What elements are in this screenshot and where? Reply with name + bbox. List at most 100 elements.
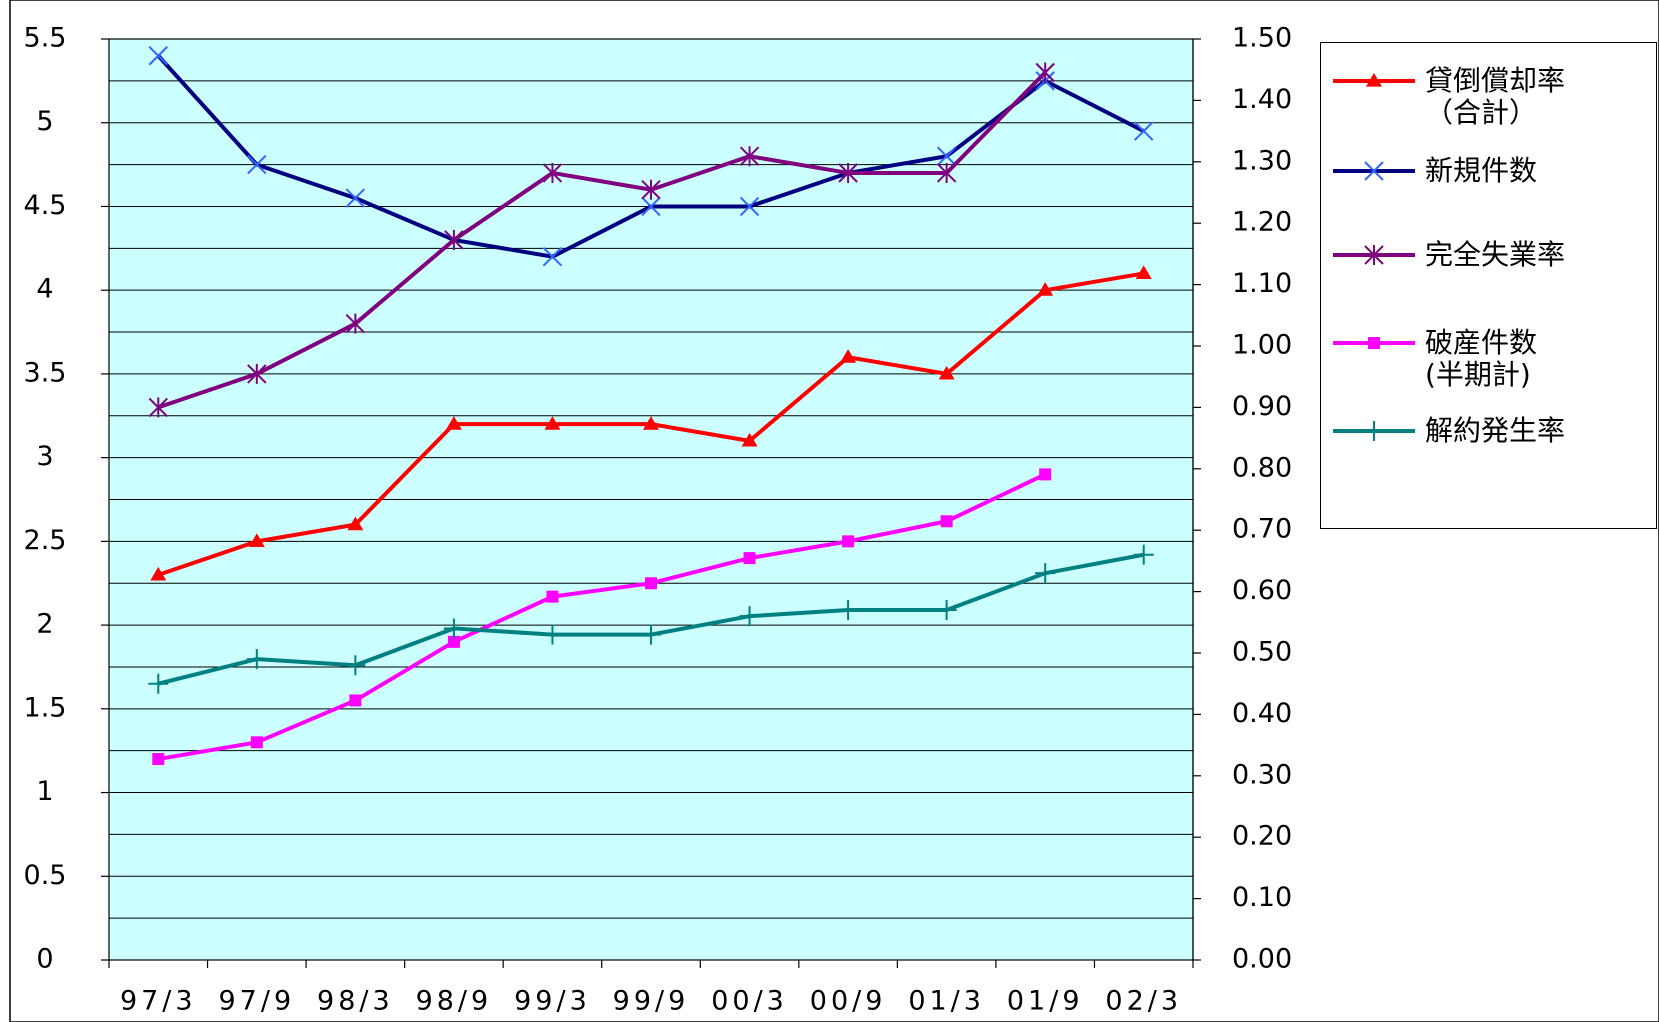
data-point <box>150 566 167 581</box>
data-point <box>1133 544 1154 565</box>
y-tick-label: 3 <box>36 441 53 472</box>
data-point <box>544 416 561 430</box>
y2-tick-label: 1.10 <box>1232 268 1292 299</box>
x-tick-label: 99/9 <box>613 986 690 1017</box>
legend-swatch <box>1333 161 1415 181</box>
x-tick-label: 02/3 <box>1105 986 1182 1017</box>
data-point <box>546 590 559 603</box>
data-point <box>1135 265 1152 280</box>
legend-label: 新規件数 <box>1425 154 1538 187</box>
legend-marker <box>1366 73 1382 87</box>
legend-item: 解約発生率 <box>1329 415 1565 447</box>
legend-marker <box>1364 161 1384 181</box>
data-point <box>542 162 563 183</box>
data-point <box>444 229 464 250</box>
y-tick-label: 2 <box>36 609 53 640</box>
data-point <box>739 606 760 627</box>
y-tick-label: 5.5 <box>24 23 67 54</box>
legend-label: 完全失業率 <box>1425 238 1566 271</box>
data-point <box>349 694 362 707</box>
legend-swatch <box>1333 73 1415 87</box>
data-point <box>247 363 267 384</box>
x-tick-label: 01/3 <box>908 986 985 1017</box>
data-point <box>347 516 364 531</box>
data-point <box>248 533 265 547</box>
data-point <box>643 416 659 430</box>
y2-tick-label: 1.50 <box>1232 23 1292 54</box>
legend-item: 貸倒償却率 （合計） <box>1329 65 1565 129</box>
x-tick-label: 99/3 <box>514 986 591 1017</box>
y2-tick-label: 1.20 <box>1232 207 1292 238</box>
y2-tick-label: 0.80 <box>1232 452 1292 483</box>
legend-swatch <box>1333 421 1415 441</box>
data-point <box>641 624 661 645</box>
legend-label: 貸倒償却率 （合計） <box>1425 64 1566 129</box>
data-point <box>936 600 957 621</box>
y-tick-label: 5 <box>36 106 53 137</box>
data-point <box>743 552 756 565</box>
data-point <box>1134 121 1154 141</box>
y2-tick-label: 1.30 <box>1232 145 1292 176</box>
data-point <box>1037 282 1054 296</box>
data-point <box>1035 62 1055 83</box>
y-tick-label: 3.5 <box>24 357 67 388</box>
x-tick-label: 00/9 <box>810 986 887 1017</box>
data-point <box>739 146 760 167</box>
data-point <box>542 246 563 267</box>
legend-item: 完全失業率 <box>1329 239 1565 271</box>
x-tick-label: 98/9 <box>416 986 493 1017</box>
legend-marker <box>1364 421 1384 441</box>
data-point <box>739 196 760 217</box>
y2-tick-label: 0.90 <box>1232 391 1292 422</box>
legend-marker <box>1364 245 1384 265</box>
data-point <box>838 162 858 183</box>
y-tick-label: 0 <box>36 944 53 975</box>
legend-swatch <box>1333 245 1415 265</box>
data-point <box>838 600 859 621</box>
series-line <box>157 71 1047 410</box>
data-point <box>148 397 168 418</box>
x-tick-label: 97/9 <box>218 986 295 1017</box>
y2-tick-label: 0.00 <box>1232 944 1292 975</box>
y2-tick-label: 0.40 <box>1232 698 1292 729</box>
y2-tick-label: 0.60 <box>1232 575 1292 606</box>
chart-frame <box>9 0 1659 1022</box>
legend-item: 新規件数 <box>1329 155 1537 187</box>
data-point <box>447 635 460 648</box>
legend-marker <box>1368 337 1380 349</box>
y2-tick-label: 0.30 <box>1232 759 1292 790</box>
data-point <box>641 179 661 200</box>
data-point <box>741 432 758 447</box>
legend-label: 解約発生率 <box>1425 414 1566 447</box>
data-point <box>645 577 657 590</box>
y-tick-label: 2.5 <box>24 525 67 556</box>
y-tick-label: 4 <box>36 274 53 305</box>
y2-tick-label: 0.10 <box>1232 882 1292 913</box>
data-point <box>940 515 953 528</box>
data-point <box>250 736 263 749</box>
data-point <box>247 154 267 175</box>
y-tick-label: 1 <box>36 776 53 807</box>
data-point <box>641 196 661 217</box>
data-point <box>148 46 168 66</box>
legend-item: 破産件数 (半期計) <box>1329 327 1537 391</box>
data-point <box>842 535 855 548</box>
data-point <box>445 416 462 430</box>
data-point <box>345 655 366 676</box>
data-point <box>936 162 957 183</box>
y-tick-label: 1.5 <box>24 692 67 723</box>
y-tick-label: 4.5 <box>24 190 67 221</box>
x-tick-label: 00/3 <box>711 986 788 1017</box>
x-tick-label: 97/3 <box>120 986 197 1017</box>
data-point <box>443 618 464 639</box>
data-point <box>345 188 366 208</box>
data-point <box>148 673 169 694</box>
y2-tick-label: 0.70 <box>1232 514 1292 545</box>
data-point <box>936 146 957 166</box>
data-point <box>1035 563 1056 584</box>
data-point <box>1039 468 1052 481</box>
x-tick-label: 01/9 <box>1007 986 1084 1017</box>
data-point <box>246 649 267 670</box>
